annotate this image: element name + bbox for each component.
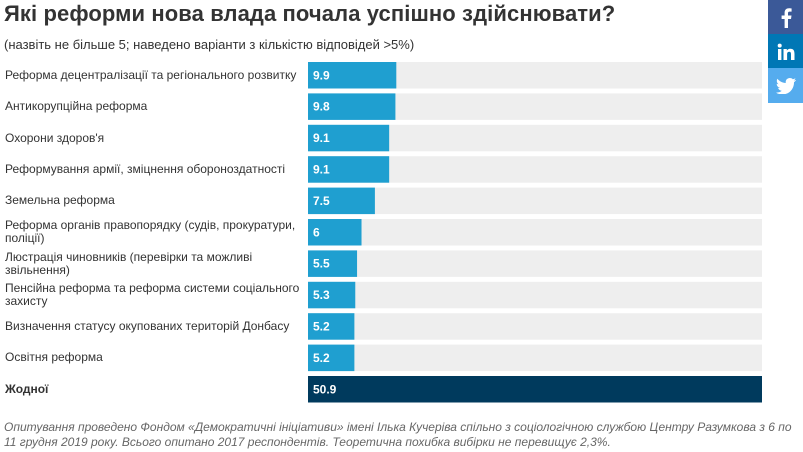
category-label: Земельна реформа [5,193,115,208]
category-label: Жодної [5,381,49,396]
bar-value-label: 9.1 [313,131,330,145]
bar-value-label: 50.9 [313,382,337,396]
bar-value-label: 9.8 [313,100,330,114]
bar-value-label: 7.5 [313,194,330,208]
bar [308,62,397,89]
category-label: Люстрація чиновників (перевірки та можли… [5,249,253,277]
category-label: Пенсійна реформа та реформа системи соці… [5,281,300,309]
category-label: Охорони здоров'я [5,130,105,145]
bar-track [308,250,762,277]
bar-track [308,313,762,340]
category-label: Визначення статусу окупованих територій … [5,318,290,333]
bar [308,187,375,215]
bar [308,281,356,309]
bar [308,219,362,246]
facebook-icon [781,7,792,28]
category-label: Антикорупційна реформа [5,99,148,114]
chart-subtitle: (назвіть не більше 5; наведено варіанти … [4,37,415,52]
bar [308,156,390,183]
bar-value-label: 9.1 [313,162,330,176]
category-label: Реформа органів правопорядку (судів, про… [5,218,296,246]
category-label: Освітня реформа [5,350,103,365]
bar-track [308,344,762,372]
bar-value-label: 5.3 [313,288,330,302]
facebook-share-button[interactable] [768,0,803,35]
bar-value-label: 5.5 [313,257,330,271]
linkedin-share-button[interactable] [768,34,803,69]
twitter-share-button[interactable] [768,68,803,103]
bar [308,93,396,120]
bar [308,124,390,152]
twitter-icon [775,77,796,94]
category-label: Реформування армії, зміцнення оборонозда… [5,161,286,176]
bar-value-label: 6 [313,225,320,239]
chart-title: Які реформи нова влада почала успішно зд… [4,1,616,26]
bar-track [308,219,762,246]
bar-value-label: 5.2 [313,319,330,333]
bar [308,313,355,340]
footnote: Опитування проведено Фондом «Демократичн… [4,420,792,449]
bar [308,344,355,372]
bar-value-label: 5.2 [313,351,330,365]
category-label: Реформа децентралізації та регіонального… [5,67,297,82]
bar [308,376,762,403]
bar [308,250,358,277]
bar-track [308,281,762,309]
bar-track [308,187,762,215]
linkedin-icon [777,43,794,60]
bar-value-label: 9.9 [313,68,330,82]
